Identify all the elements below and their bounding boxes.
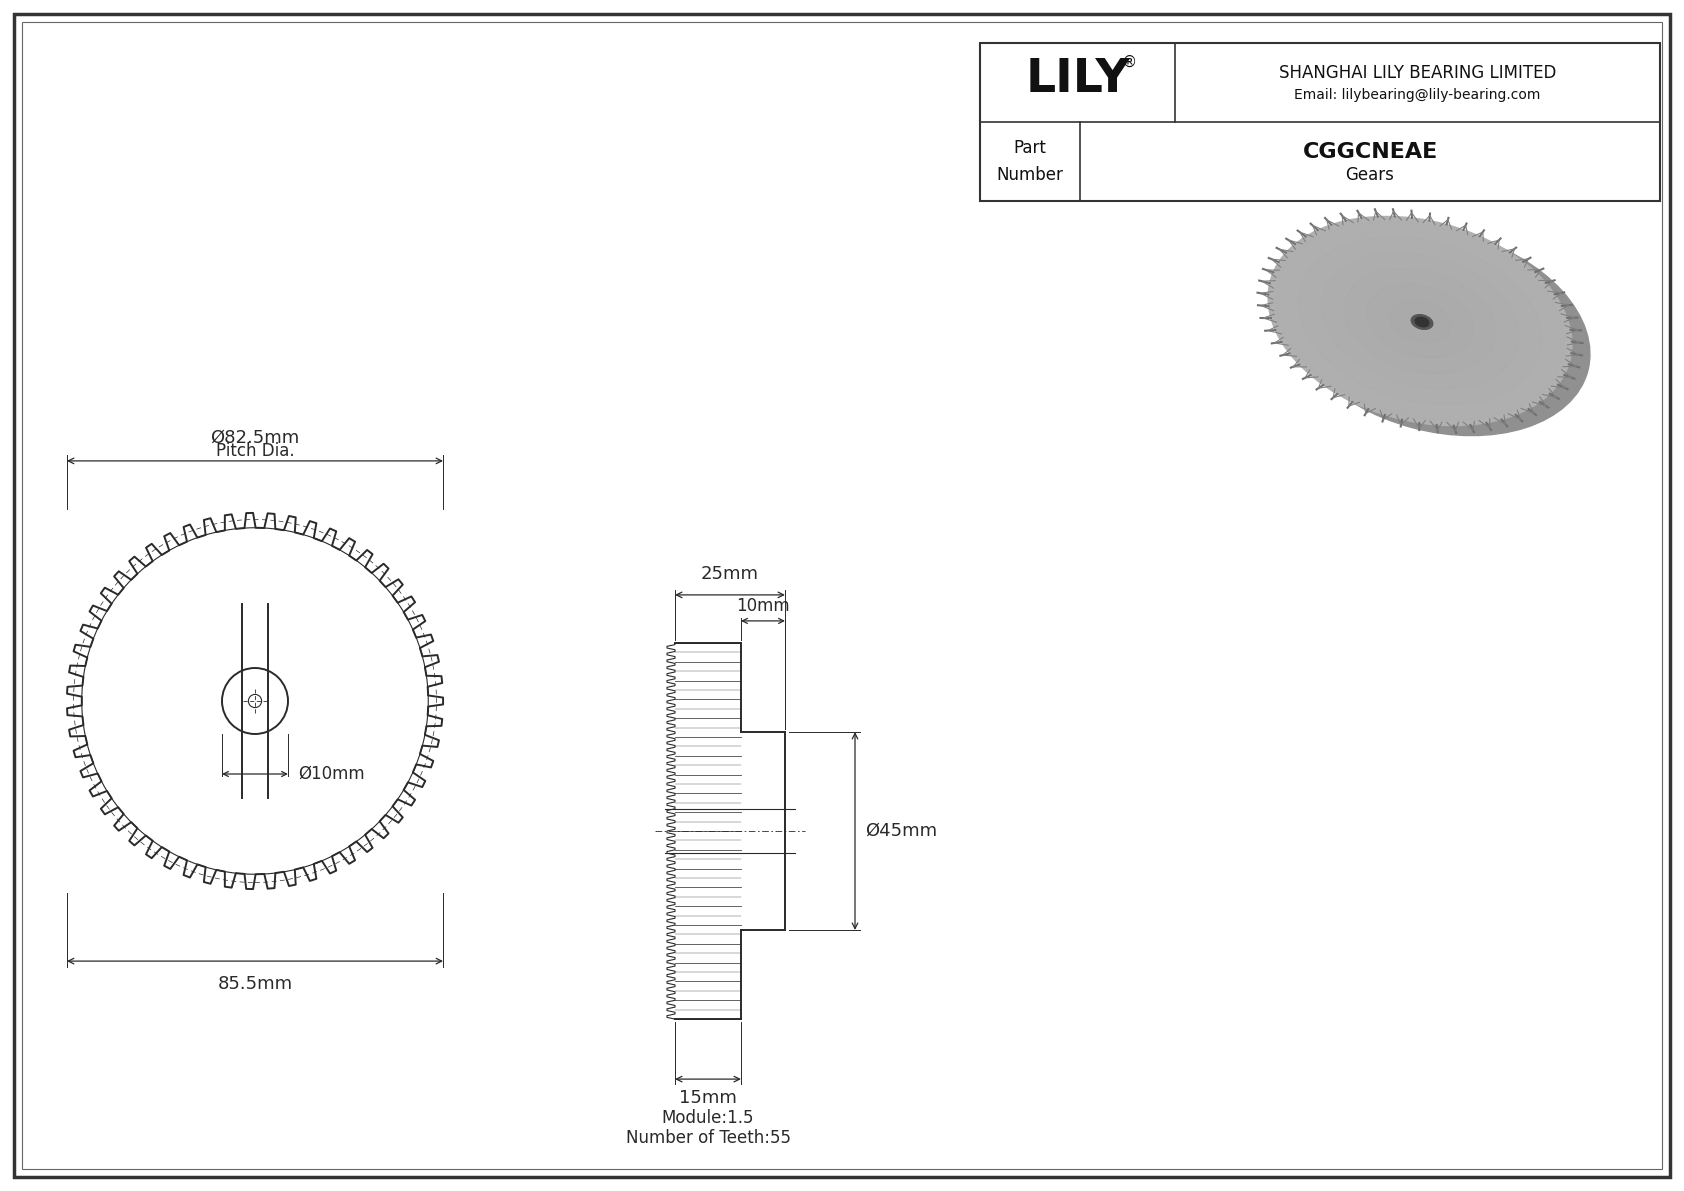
Ellipse shape: [1389, 300, 1450, 342]
Text: SHANGHAI LILY BEARING LIMITED: SHANGHAI LILY BEARING LIMITED: [1278, 63, 1556, 81]
Text: 85.5mm: 85.5mm: [217, 975, 293, 993]
Text: 25mm: 25mm: [701, 565, 759, 582]
Text: 15mm: 15mm: [679, 1089, 738, 1108]
Text: Email: lilybearing@lily-bearing.com: Email: lilybearing@lily-bearing.com: [1295, 87, 1541, 101]
Bar: [980, 43, 1660, 201]
Text: Gears: Gears: [1346, 167, 1394, 185]
Ellipse shape: [1415, 317, 1428, 326]
Ellipse shape: [1268, 217, 1571, 425]
Text: Ø10mm: Ø10mm: [298, 765, 365, 782]
Text: LILY: LILY: [1026, 57, 1130, 102]
Text: 10mm: 10mm: [736, 597, 790, 615]
Bar: [980, 43, 1660, 201]
Text: Pitch Dia.: Pitch Dia.: [216, 442, 295, 460]
Ellipse shape: [1322, 252, 1519, 389]
Text: Ø45mm: Ø45mm: [866, 822, 936, 840]
Text: Ø82.5mm: Ø82.5mm: [210, 429, 300, 447]
Ellipse shape: [1276, 222, 1564, 420]
Text: Part
Number: Part Number: [997, 139, 1063, 183]
Text: Module:1.5: Module:1.5: [662, 1109, 754, 1127]
Ellipse shape: [1287, 226, 1590, 436]
Ellipse shape: [1298, 237, 1541, 405]
Text: CGGCNEAE: CGGCNEAE: [1302, 142, 1438, 162]
Text: Number of Teeth:55: Number of Teeth:55: [625, 1129, 790, 1147]
Text: ®: ®: [1122, 55, 1137, 70]
Ellipse shape: [1344, 269, 1495, 373]
Ellipse shape: [1367, 285, 1474, 357]
Ellipse shape: [1271, 218, 1569, 424]
Ellipse shape: [1411, 314, 1433, 330]
